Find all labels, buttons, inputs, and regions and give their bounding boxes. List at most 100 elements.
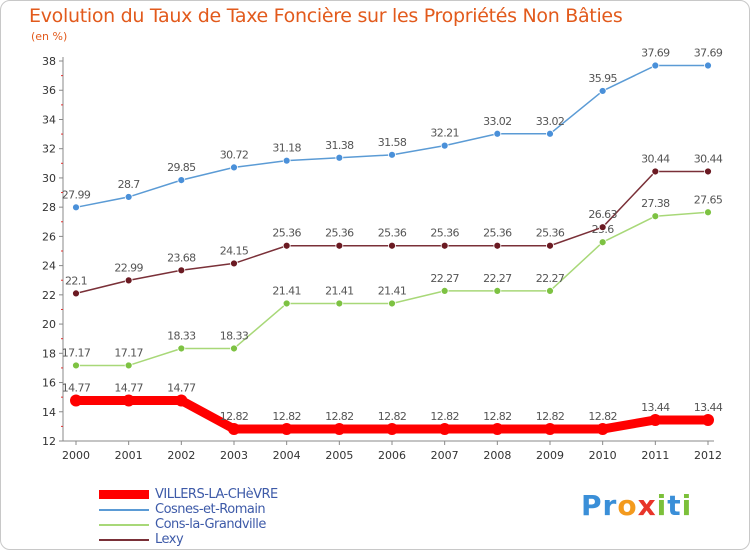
x-tick-label: 2002 [167, 449, 195, 462]
data-point [704, 208, 712, 217]
data-point [546, 286, 554, 295]
x-tick-label: 2003 [220, 449, 248, 462]
data-point [230, 259, 238, 268]
y-tick-label: 28 [42, 201, 56, 214]
data-label: 31.38 [325, 139, 354, 152]
data-point [124, 276, 133, 285]
x-tick-label: 2010 [589, 449, 617, 462]
data-point [704, 167, 712, 176]
legend-label: VILLERS-LA-CHèVRE [155, 487, 278, 502]
logo-letter: o [617, 489, 638, 522]
data-label: 12.82 [272, 410, 301, 423]
data-label: 35.95 [588, 72, 617, 85]
data-point [546, 241, 554, 250]
data-label: 13.44 [641, 401, 670, 414]
data-point [493, 129, 502, 138]
proxiti-logo: Proxiti [581, 489, 692, 522]
data-label: 27.65 [694, 193, 723, 206]
data-label: 37.69 [641, 47, 670, 60]
data-point [651, 61, 660, 70]
logo-letter: x [637, 489, 657, 522]
x-tick-label: 2006 [378, 449, 406, 462]
data-label: 14.77 [167, 382, 196, 395]
data-point [177, 266, 186, 275]
data-label: 21.41 [378, 284, 407, 297]
legend-swatch [99, 523, 149, 526]
data-label: 25.36 [325, 227, 354, 240]
data-point [72, 203, 80, 212]
data-label: 17.17 [114, 346, 143, 359]
data-point [228, 423, 240, 436]
data-label: 31.18 [272, 142, 301, 155]
data-label: 26.63 [588, 208, 617, 221]
data-label: 18.33 [167, 329, 196, 342]
unit-label: (en %) [31, 30, 68, 43]
data-label: 29.85 [167, 161, 196, 174]
legend-item: Cosnes-et-Romain [99, 502, 278, 517]
data-label: 12.82 [220, 410, 249, 423]
legend-item: Lexy [99, 532, 278, 547]
data-label: 13.44 [694, 401, 723, 414]
data-point [493, 286, 502, 295]
data-label: 37.69 [694, 47, 723, 60]
data-label: 25.36 [378, 227, 407, 240]
data-point [282, 241, 291, 250]
data-point [177, 344, 186, 353]
data-label: 27.38 [641, 197, 670, 210]
data-point [72, 361, 80, 370]
logo-letter: i [656, 489, 668, 522]
data-point [333, 423, 346, 436]
data-label: 25.36 [430, 227, 459, 240]
x-tick-label: 2000 [62, 449, 90, 462]
y-tick-label: 16 [42, 377, 56, 390]
legend-item: VILLERS-LA-CHèVRE [99, 487, 278, 502]
data-point [335, 241, 344, 250]
y-tick-label: 26 [42, 230, 56, 243]
data-point [388, 150, 396, 159]
data-point [386, 423, 398, 436]
data-point [122, 394, 135, 407]
data-label: 12.82 [536, 410, 565, 423]
data-label: 23.68 [167, 251, 196, 264]
data-point [493, 241, 502, 250]
data-label: 25.36 [536, 227, 565, 240]
y-tick-label: 20 [42, 318, 56, 331]
data-point [335, 153, 344, 162]
data-point [598, 238, 607, 247]
data-label: 12.82 [483, 410, 512, 423]
data-label: 30.44 [641, 152, 670, 165]
data-label: 12.82 [378, 410, 407, 423]
data-point [544, 423, 556, 436]
data-point [280, 423, 293, 436]
data-point [546, 129, 554, 138]
data-point [282, 299, 291, 308]
x-tick-label: 2005 [325, 449, 353, 462]
legend-swatch [99, 490, 149, 499]
data-label: 12.82 [588, 410, 617, 423]
legend-swatch [99, 538, 149, 541]
data-point [702, 413, 714, 426]
legend-swatch [99, 508, 149, 511]
data-point [124, 361, 133, 370]
data-point [177, 176, 186, 185]
data-point [651, 212, 660, 221]
data-point [70, 394, 82, 407]
data-label: 12.82 [325, 410, 354, 423]
data-point [491, 423, 504, 436]
data-label: 14.77 [62, 382, 91, 395]
data-label: 18.33 [220, 329, 249, 342]
data-point [388, 299, 396, 308]
data-point [282, 156, 291, 165]
y-tick-label: 30 [42, 172, 56, 185]
y-tick-label: 24 [42, 260, 56, 273]
data-point [596, 423, 609, 436]
data-label: 22.27 [430, 272, 459, 285]
data-label: 17.17 [62, 346, 91, 359]
x-tick-label: 2009 [536, 449, 564, 462]
data-label: 31.58 [378, 136, 407, 149]
data-label: 32.21 [430, 127, 459, 140]
data-point [438, 423, 451, 436]
chart-title: Evolution du Taux de Taxe Foncière sur l… [29, 5, 623, 27]
logo-letter: t [667, 489, 682, 522]
